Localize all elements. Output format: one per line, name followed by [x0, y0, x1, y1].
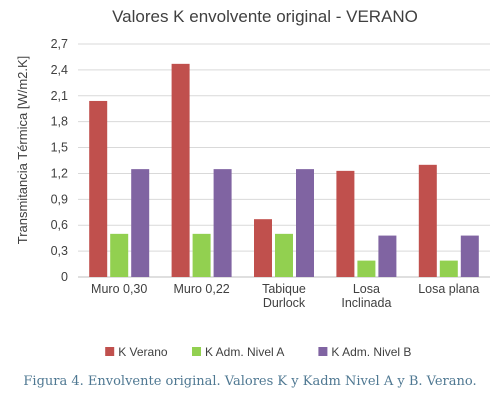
bar [192, 233, 211, 277]
bar-chart: Valores K envolvente original - VERANO 0… [15, 7, 490, 359]
legend-label: K Adm. Nivel A [205, 345, 284, 359]
legend-label: K Adm. Nivel B [331, 345, 411, 359]
y-tick-label: 1,5 [51, 141, 68, 155]
y-axis-ticks: 0 0,3 0,6 0,9 1,2 1,5 1,8 2,1 2,4 2,7 [51, 37, 68, 284]
bars [89, 63, 479, 278]
bar [378, 235, 397, 277]
y-tick-label: 1,8 [51, 115, 68, 129]
bar [171, 63, 190, 278]
x-category-label: Muro 0,22 [173, 282, 229, 296]
bar [296, 169, 314, 277]
y-tick-label: 1,2 [51, 166, 68, 180]
x-category-label: Tabique Durlock [262, 282, 306, 310]
bar [275, 233, 293, 277]
legend-swatch [318, 347, 328, 356]
bar [439, 260, 458, 277]
bar [89, 100, 108, 277]
bar [110, 233, 129, 277]
x-category-label: Losa plana [418, 282, 479, 296]
legend-label: K Verano [118, 345, 168, 359]
x-axis-categories: Muro 0,30 Muro 0,22 Tabique Durlock Losa Incl… [91, 282, 479, 310]
legend-swatch [105, 347, 115, 356]
bar [336, 170, 355, 277]
x-category-label: Losa Inclinada [341, 282, 391, 310]
y-axis-label: Transmitancia Térmica [W/m2.K] [15, 56, 30, 245]
legend-swatch [192, 347, 201, 356]
y-tick-label: 0,6 [51, 218, 68, 232]
y-tick-label: 0 [61, 270, 68, 284]
y-tick-label: 2,1 [51, 89, 68, 103]
y-tick-label: 2,7 [51, 37, 68, 51]
x-category-label: Muro 0,30 [91, 282, 147, 296]
bar [460, 235, 479, 277]
chart-title: Valores K envolvente original - VERANO [112, 7, 418, 26]
bar [357, 260, 376, 277]
y-tick-label: 0,9 [51, 192, 68, 206]
y-tick-label: 2,4 [51, 63, 68, 77]
y-tick-label: 0,3 [51, 244, 68, 258]
bar [131, 169, 150, 277]
bar [418, 164, 437, 277]
legend: K Verano K Adm. Nivel A K Adm. Nivel B [105, 345, 411, 359]
bar [213, 169, 232, 277]
figure-caption: Figura 4. Envolvente original. Valores K… [23, 374, 477, 389]
bar [254, 219, 272, 277]
